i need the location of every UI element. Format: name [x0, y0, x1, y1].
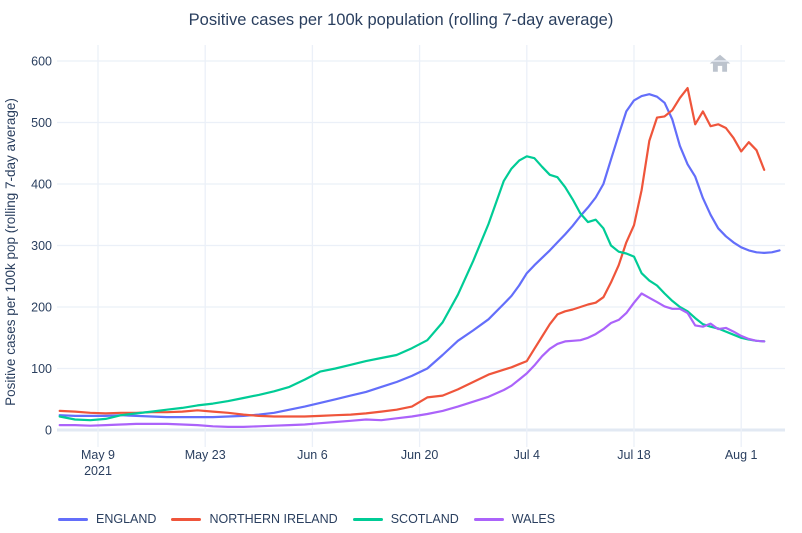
legend-label-scotland: SCOTLAND — [390, 512, 459, 526]
legend-swatch-scotland — [352, 517, 383, 521]
y-axis-title: Positive cases per 100k pop (rolling 7-d… — [3, 98, 18, 406]
x-tick-label: Jul 18 — [617, 448, 650, 462]
y-tick-label: 500 — [31, 116, 52, 130]
legend-label-england: ENGLAND — [96, 512, 157, 526]
legend-item-wales[interactable]: WALES — [473, 512, 556, 526]
legend-item-scotland[interactable]: SCOTLAND — [352, 512, 459, 526]
reset-axes-button[interactable] — [706, 52, 734, 74]
y-tick-label: 400 — [31, 178, 52, 192]
x-tick-label: May 23 — [185, 448, 226, 462]
series-line-scotland — [58, 155, 766, 422]
x-tick-label: Aug 1 — [725, 448, 758, 462]
x-tick-sublabel: 2021 — [84, 464, 112, 478]
series-line-wales — [58, 292, 766, 428]
y-tick-label: 300 — [31, 239, 52, 253]
legend-swatch-england — [58, 517, 88, 521]
legend: ENGLAND NORTHERN IRELAND SCOTLAND WALES — [58, 512, 555, 526]
x-tick-label: May 9 — [81, 448, 115, 462]
y-tick-label: 600 — [31, 55, 52, 69]
legend-swatch-wales — [473, 517, 504, 521]
y-tick-label: 0 — [45, 424, 52, 438]
legend-swatch-northern-ireland — [171, 517, 202, 521]
legend-label-northern-ireland: NORTHERN IRELAND — [209, 512, 338, 526]
x-tick-label: Jun 20 — [401, 448, 439, 462]
legend-label-wales: WALES — [511, 512, 556, 526]
home-icon — [709, 54, 731, 72]
chart-title: Positive cases per 100k population (roll… — [188, 11, 614, 29]
y-tick-label: 200 — [31, 301, 52, 315]
legend-item-england[interactable]: ENGLAND — [58, 512, 156, 526]
legend-item-northern-ireland[interactable]: NORTHERN IRELAND — [171, 512, 338, 526]
plot-area[interactable]: 0 100 200 300 400 500 600 May 9 2021 May 23 Jun 6 J… — [0, 0, 802, 500]
series-line-northern-ireland — [58, 86, 766, 418]
series-line-england — [58, 93, 781, 419]
x-tick-label: Jun 6 — [297, 448, 328, 462]
y-tick-label: 100 — [31, 362, 52, 376]
x-tick-label: Jul 4 — [514, 448, 540, 462]
